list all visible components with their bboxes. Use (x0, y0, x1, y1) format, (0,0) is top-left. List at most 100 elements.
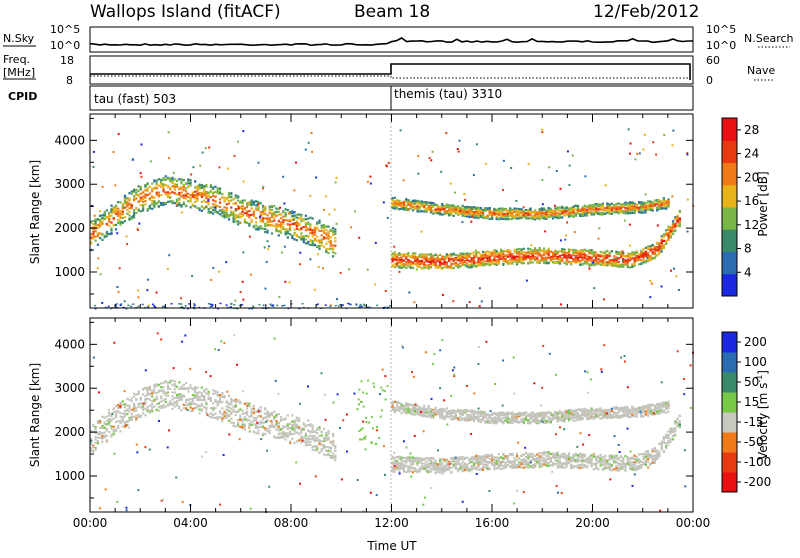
power-cell (622, 205, 624, 207)
power-cell (629, 209, 631, 211)
power-cell (325, 237, 327, 239)
power-cell (330, 248, 332, 250)
velocity-cell (264, 408, 266, 410)
power-cell (235, 214, 237, 216)
power-cell (122, 221, 124, 223)
power-cell (575, 252, 577, 254)
power-cell (432, 264, 434, 266)
velocity-cell (294, 442, 296, 444)
velocity-cell (131, 413, 133, 415)
power-cell (520, 262, 522, 264)
power-cell (514, 211, 516, 213)
power-cell (202, 152, 204, 154)
noise-tick-bottom-right: 10^0 (706, 39, 736, 52)
power-cell (419, 256, 421, 258)
power-cell (106, 209, 108, 211)
power-cell (312, 240, 314, 242)
power-cell (444, 256, 446, 258)
velocity-cell (122, 403, 124, 405)
power-cell (284, 246, 286, 248)
power-cell (285, 219, 287, 221)
power-cell (201, 184, 203, 186)
power-cell (435, 254, 437, 256)
power-cell (210, 196, 212, 198)
velocity-cell (253, 417, 255, 419)
power-cell (298, 217, 300, 219)
velocity-cell (95, 442, 97, 444)
power-cell (416, 269, 418, 271)
velocity-cell (255, 419, 257, 421)
power-cell (410, 263, 412, 265)
power-cell (410, 261, 412, 263)
velocity-cell (124, 406, 126, 408)
power-cell (550, 258, 552, 260)
power-cell (428, 267, 430, 269)
power-cell (457, 209, 459, 211)
colorbar-tick-label: 24 (744, 147, 759, 161)
power-cell (190, 206, 192, 208)
power-cell (275, 225, 277, 227)
power-cell (484, 260, 486, 262)
power-cell (509, 262, 511, 264)
velocity-cell (309, 441, 311, 443)
power-cell (151, 197, 153, 199)
power-cell (158, 206, 160, 208)
power-cell (270, 305, 272, 307)
power-cell (104, 214, 106, 216)
power-cell (174, 192, 176, 194)
power-cell (167, 191, 169, 193)
power-cell (529, 258, 531, 260)
power-cell (588, 204, 590, 206)
power-cell (446, 264, 448, 266)
power-cell (230, 207, 232, 209)
power-cell (615, 253, 617, 255)
power-cell (642, 148, 644, 150)
power-cell (95, 223, 97, 225)
velocity-cell (305, 440, 307, 442)
power-cell (137, 306, 139, 308)
velocity-cell (201, 403, 203, 405)
velocity-cell (296, 440, 298, 442)
noise-tick-top-left: 10^5 (50, 23, 80, 36)
power-cell (570, 262, 572, 264)
power-cell (181, 212, 183, 214)
power-cell (280, 232, 282, 234)
power-cell (550, 208, 552, 210)
power-cell (278, 234, 280, 236)
power-cell (584, 210, 586, 212)
power-cell (300, 238, 302, 240)
velocity-cell (104, 432, 106, 434)
power-cell (165, 178, 167, 180)
velocity-cell (151, 395, 153, 397)
power-cell (570, 249, 572, 251)
power-cell (554, 205, 556, 207)
power-cell (520, 258, 522, 260)
power-cell (511, 215, 513, 217)
power-cell (482, 257, 484, 259)
power-cell (631, 208, 633, 210)
power-cell (482, 255, 484, 257)
power-cell (543, 209, 545, 211)
power-cell (584, 205, 586, 207)
velocity-cell (92, 446, 94, 448)
power-cell (525, 253, 527, 255)
power-cell (220, 303, 222, 305)
power-cell (255, 217, 257, 219)
power-cell (461, 221, 463, 223)
power-cell (370, 183, 372, 185)
power-cell (654, 248, 656, 250)
velocity-cell (205, 401, 207, 403)
power-cell (203, 200, 205, 202)
velocity-cell (122, 425, 124, 427)
power-cell (128, 218, 130, 220)
velocity-cell (226, 415, 228, 417)
power-cell (308, 142, 310, 144)
power-cell (419, 201, 421, 203)
velocity-cell (298, 417, 300, 419)
power-cell (620, 210, 622, 212)
power-cell (230, 196, 232, 198)
power-cell (676, 220, 678, 222)
freq-unit: [MHz] (3, 66, 35, 79)
power-cell (403, 204, 405, 206)
